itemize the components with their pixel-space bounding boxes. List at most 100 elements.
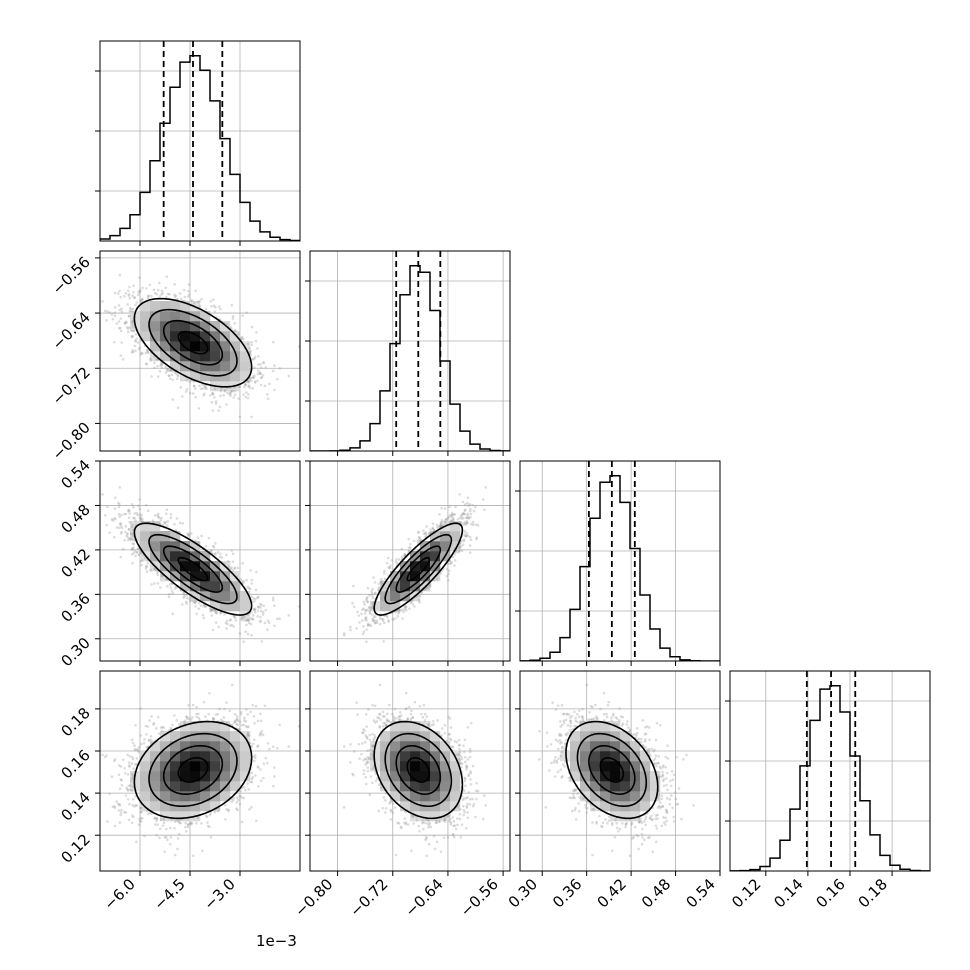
sample-point — [421, 821, 424, 825]
sample-point — [573, 724, 576, 728]
sample-point — [669, 784, 673, 788]
density-cell — [240, 771, 251, 782]
density-cell — [620, 731, 631, 742]
sample-point — [646, 836, 650, 840]
sample-point — [119, 317, 123, 320]
sample-point — [569, 725, 572, 728]
sample-point — [556, 770, 560, 774]
density-cell — [160, 761, 171, 772]
sample-point — [194, 395, 197, 399]
sample-point — [576, 720, 579, 724]
sample-point — [468, 509, 472, 513]
sample-point — [466, 521, 469, 525]
sample-point — [372, 739, 375, 742]
density-cell — [430, 781, 441, 792]
sample-point — [568, 796, 572, 799]
y-tick-label: −0.56 — [49, 253, 94, 298]
sample-point — [459, 520, 463, 524]
sample-point — [648, 835, 651, 839]
sample-point — [242, 723, 246, 727]
sample-point — [185, 715, 189, 719]
sample-point — [655, 827, 659, 830]
sample-point — [631, 837, 634, 840]
sample-point — [469, 782, 473, 786]
sample-point — [155, 727, 158, 730]
x-tick-label: 0.42 — [594, 875, 630, 911]
sample-point — [459, 807, 462, 811]
sample-point — [466, 802, 469, 806]
sample-point — [562, 712, 566, 716]
sample-point — [145, 732, 148, 736]
sample-point — [463, 810, 467, 814]
sample-point — [351, 772, 354, 776]
sample-point — [266, 397, 270, 400]
sample-point — [443, 723, 447, 727]
density-cell — [230, 761, 241, 772]
sample-point — [189, 718, 193, 721]
sample-point — [214, 610, 218, 614]
sample-point — [371, 619, 375, 622]
sample-point — [173, 820, 177, 823]
sample-point — [666, 757, 670, 760]
sample-point — [446, 815, 450, 818]
sample-point — [365, 737, 369, 740]
sample-point — [368, 612, 372, 615]
sample-point — [411, 814, 415, 818]
sample-point — [404, 608, 408, 612]
density-cell — [440, 761, 451, 772]
sample-point — [211, 392, 215, 395]
sample-point — [256, 719, 260, 723]
sample-point — [169, 368, 173, 372]
sample-point — [562, 719, 566, 722]
sample-point — [110, 518, 114, 521]
sample-point — [186, 533, 190, 536]
sample-point — [181, 522, 185, 525]
sample-point — [365, 735, 369, 739]
sample-point — [146, 725, 150, 728]
density-cell — [380, 601, 391, 612]
density-cell — [170, 301, 181, 312]
sample-point — [398, 715, 401, 719]
density-cell — [620, 811, 631, 822]
sample-point — [214, 621, 218, 624]
sample-point — [575, 788, 578, 791]
sample-point — [209, 609, 212, 613]
x-tick-label: −0.72 — [346, 875, 391, 920]
sample-point — [451, 745, 455, 749]
sample-point — [213, 396, 216, 399]
sample-point — [139, 519, 143, 522]
sample-point — [256, 744, 260, 748]
sample-point — [143, 834, 146, 838]
sample-point — [253, 381, 257, 384]
density-cell — [200, 331, 211, 342]
sample-point — [259, 376, 263, 380]
sample-point — [408, 542, 412, 546]
sample-point — [250, 415, 253, 419]
sample-point — [169, 726, 173, 730]
sample-point — [461, 512, 465, 515]
sample-point — [246, 585, 250, 588]
sample-point — [466, 758, 470, 761]
sample-point — [560, 723, 564, 727]
sample-point — [361, 632, 365, 636]
sample-point — [417, 531, 420, 534]
sample-point — [377, 582, 381, 586]
sample-point — [271, 369, 275, 373]
sample-point — [132, 542, 135, 546]
sample-point — [457, 744, 461, 747]
sample-point — [396, 821, 399, 825]
sample-point — [571, 728, 574, 731]
sample-point — [217, 409, 220, 412]
sample-point — [633, 825, 637, 829]
sample-point — [139, 517, 143, 521]
sample-point — [370, 592, 374, 595]
sample-point — [564, 732, 568, 736]
sample-point — [171, 592, 175, 595]
sample-point — [110, 313, 114, 316]
sample-point — [641, 827, 644, 831]
density-cell — [420, 571, 431, 582]
sample-point — [637, 737, 641, 741]
sample-point — [438, 512, 441, 516]
sample-point — [451, 832, 455, 836]
